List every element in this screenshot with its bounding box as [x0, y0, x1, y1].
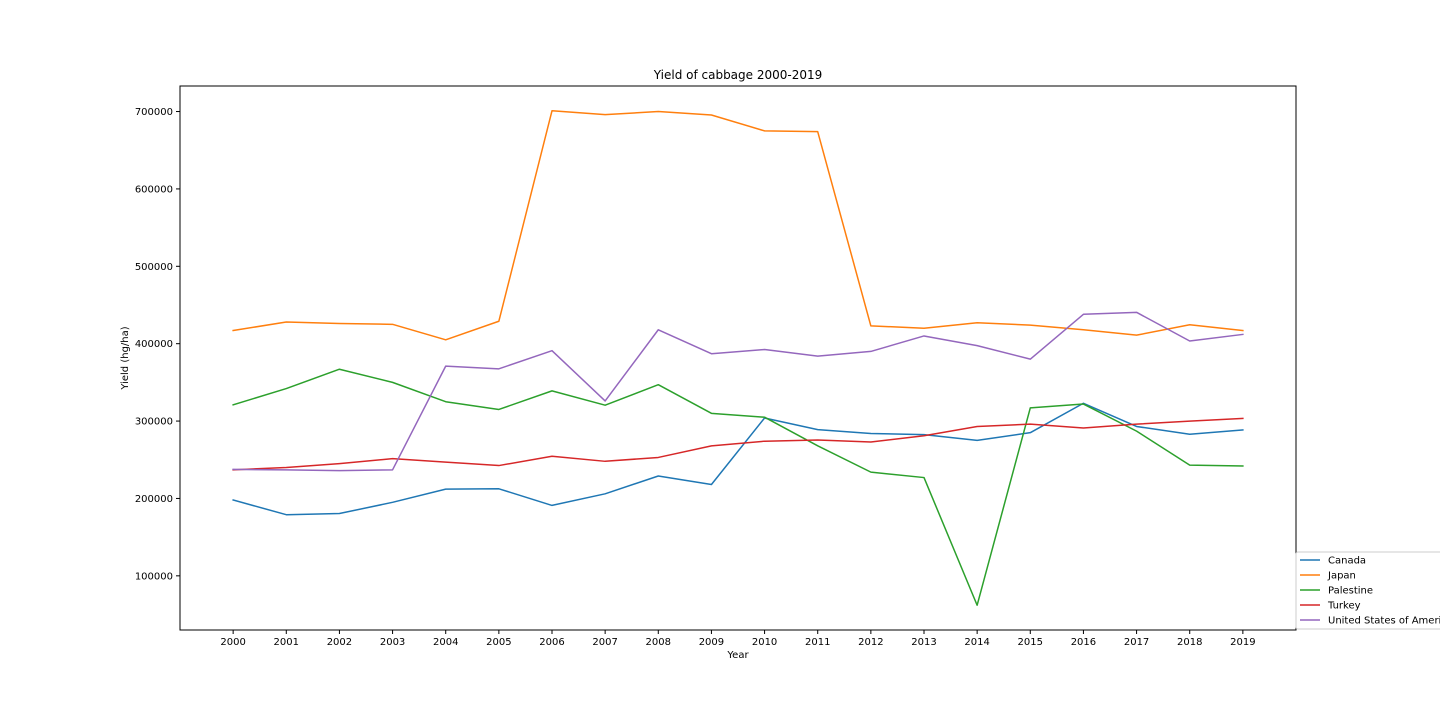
y-axis-label: Yield (hg/ha): [120, 326, 131, 390]
x-tick-label: 2015: [1018, 637, 1043, 648]
x-tick-label: 2017: [1124, 637, 1149, 648]
x-tick-label: 2001: [274, 637, 299, 648]
legend-label-japan: Japan: [1327, 571, 1356, 582]
legend-label-palestine: Palestine: [1328, 586, 1373, 597]
legend-items: Canada Japan Palestine Turkey United States …: [1300, 556, 1440, 627]
legend-frame: [1295, 551, 1440, 630]
x-tick-label: 2013: [911, 637, 936, 648]
x-tick-label: 2006: [539, 637, 564, 648]
x-tick-label: 2019: [1230, 637, 1255, 648]
x-tick-label: 2008: [646, 637, 671, 648]
x-tick-label: 2005: [486, 637, 511, 648]
y-tick-label: 700000: [135, 107, 173, 118]
series-line-palestine: [232, 368, 1244, 606]
y-tick-label: 400000: [135, 339, 173, 350]
y-tick-label: 500000: [135, 262, 173, 273]
x-tick-label: 2014: [964, 637, 989, 648]
x-tick-label: 2012: [858, 637, 883, 648]
x-tick-label: 2011: [805, 637, 830, 648]
y-tick-label: 600000: [135, 184, 173, 195]
legend-label-united-states-of-america: United States of America: [1328, 616, 1440, 627]
series-layer: [232, 110, 1244, 606]
x-tick-label: 2000: [220, 637, 245, 648]
x-tick-label: 2018: [1177, 637, 1202, 648]
series-line-turkey: [232, 417, 1244, 471]
plot-area-frame: [179, 85, 1297, 631]
series-line-japan: [232, 110, 1244, 341]
x-axis-label: Year: [726, 650, 749, 661]
chart-title: Yield of cabbage 2000-2019: [653, 68, 823, 82]
series-line-canada: [232, 402, 1244, 516]
x-tick-label: 2004: [433, 637, 458, 648]
legend: Canada Japan Palestine Turkey United States …: [1295, 551, 1440, 630]
series-line-united-states-of-america: [232, 311, 1244, 472]
y-axis-ticks: 100000 200000 300000 400000 500000 600000 7000…: [135, 107, 180, 582]
x-tick-label: 2009: [699, 637, 724, 648]
x-tick-label: 2010: [752, 637, 777, 648]
y-tick-label: 300000: [135, 417, 173, 428]
x-axis-ticks: 2000 2001 2002 2003 2004 2005 2006 2007 2008 2009…: [220, 630, 1256, 648]
legend-label-canada: Canada: [1328, 556, 1366, 567]
x-tick-label: 2016: [1071, 637, 1096, 648]
legend-label-turkey: Turkey: [1327, 601, 1361, 612]
x-tick-label: 2007: [592, 637, 617, 648]
y-tick-label: 200000: [135, 494, 173, 505]
x-tick-label: 2003: [380, 637, 405, 648]
x-tick-label: 2002: [327, 637, 352, 648]
y-tick-label: 100000: [135, 571, 173, 582]
